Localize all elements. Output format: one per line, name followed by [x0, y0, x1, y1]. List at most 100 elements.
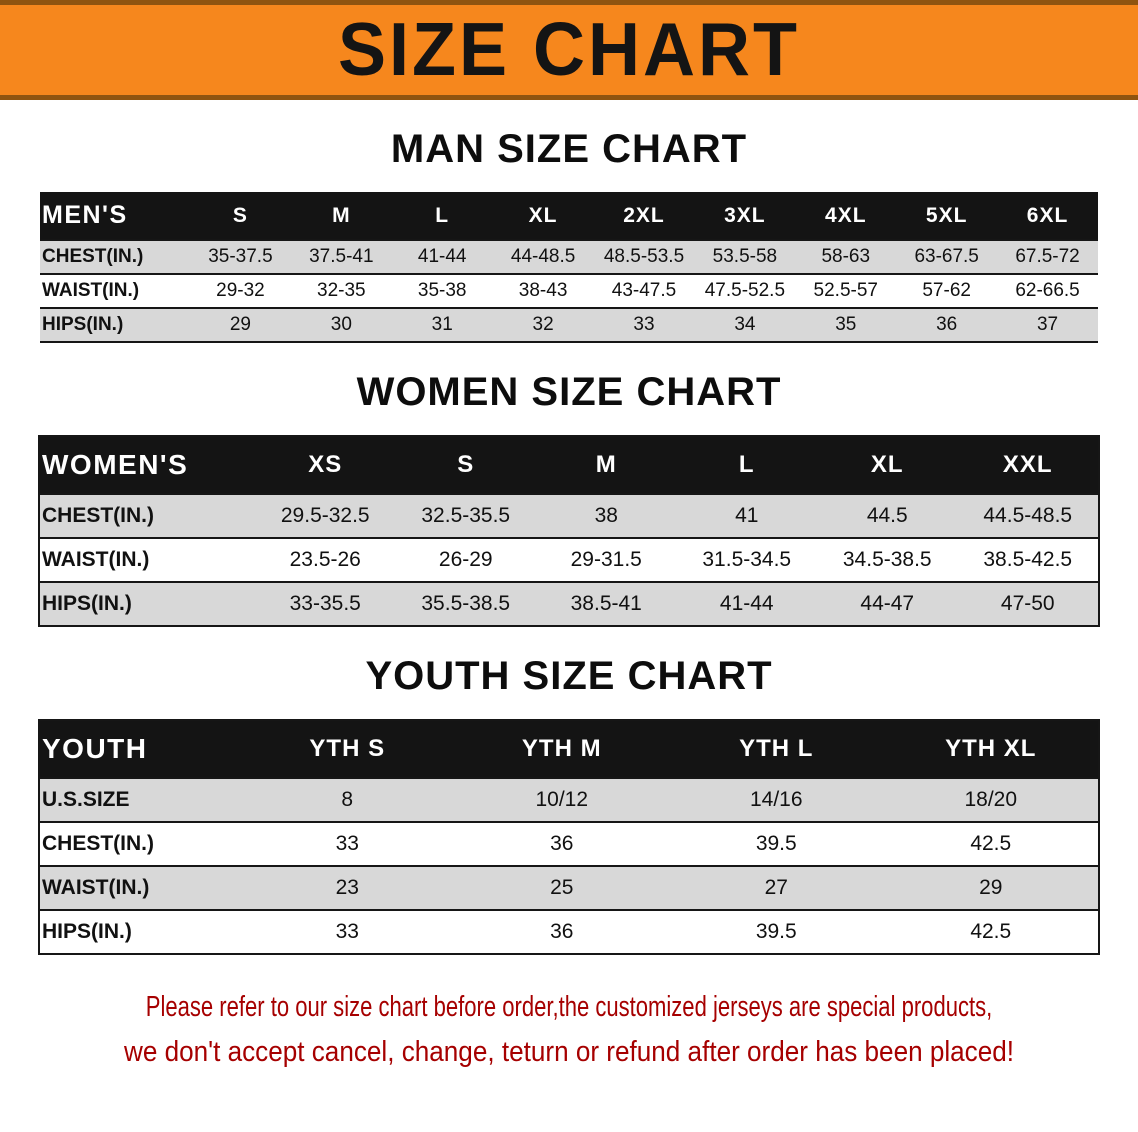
- table-row: U.S.SIZE 8 10/12 14/16 18/20: [40, 777, 1098, 821]
- value-cell: 48.5-53.5: [603, 246, 685, 267]
- youth-section-heading: YOUTH SIZE CHART: [365, 654, 773, 698]
- size-header-cell: S: [232, 203, 248, 227]
- size-header-cell: XL: [528, 203, 558, 227]
- table-row: HIPS(IN.) 29 30 31 32 33 34 35 36 37: [40, 307, 1098, 341]
- value-cell: 44-47: [860, 592, 915, 615]
- row-label-cell: WAIST(IN.): [42, 280, 140, 301]
- youth-size-table: YOUTH YTH S YTH M YTH L YTH XL U.S.SIZE 8 10/12…: [38, 719, 1100, 955]
- table-row: CHEST(IN.) 29.5-32.5 32.5-35.5 38 41 44.5 44.5…: [40, 493, 1098, 537]
- disclaimer-line: Please refer to our size chart before or…: [145, 991, 993, 1023]
- value-cell: 32.5-35.5: [421, 504, 511, 527]
- table-title-cell: WOMEN'S: [42, 449, 189, 480]
- value-cell: 18/20: [964, 788, 1018, 811]
- size-header-cell: L: [435, 203, 450, 227]
- youth-size-section: YOUTH SIZE CHART YOUTH YTH S YTH M YTH L YTH…: [0, 654, 1138, 955]
- value-cell: 23: [335, 876, 359, 899]
- value-cell: 32-35: [317, 280, 366, 301]
- table-row: CHEST(IN.) 33 36 39.5 42.5: [40, 821, 1098, 865]
- value-cell: 29: [979, 876, 1003, 899]
- value-cell: 30: [330, 314, 352, 335]
- value-cell: 53.5-58: [712, 246, 778, 267]
- value-cell: 39.5: [755, 832, 797, 855]
- table-row: WAIST(IN.) 23 25 27 29: [40, 865, 1098, 909]
- table-header-row: YOUTH YTH S YTH M YTH L YTH XL: [40, 721, 1098, 777]
- value-cell: 29-31.5: [570, 548, 642, 571]
- value-cell: 41-44: [417, 246, 467, 267]
- row-label-cell: WAIST(IN.): [42, 548, 150, 571]
- value-cell: 29: [229, 314, 251, 335]
- row-label-cell: HIPS(IN.): [42, 314, 124, 335]
- value-cell: 32: [532, 314, 554, 335]
- value-cell: 47-50: [1000, 592, 1055, 615]
- table-row: HIPS(IN.) 33 36 39.5 42.5: [40, 909, 1098, 953]
- value-cell: 10/12: [535, 788, 589, 811]
- value-cell: 44.5: [866, 504, 908, 527]
- value-cell: 41: [735, 504, 759, 527]
- value-cell: 14/16: [749, 788, 803, 811]
- size-header-cell: YTH L: [739, 735, 814, 762]
- value-cell: 62-66.5: [1015, 280, 1080, 301]
- men-section-heading: MAN SIZE CHART: [390, 127, 748, 171]
- value-cell: 38.5-41: [570, 592, 642, 615]
- row-label-cell: CHEST(IN.): [42, 504, 154, 527]
- value-cell: 38.5-42.5: [983, 548, 1073, 571]
- value-cell: 34.5-38.5: [842, 548, 932, 571]
- table-header-row: WOMEN'S XS S M L XL XXL: [40, 437, 1098, 493]
- value-cell: 38-43: [518, 280, 568, 301]
- women-size-section: WOMEN SIZE CHART WOMEN'S XS S M L XL XXL CHEST(…: [0, 370, 1138, 627]
- value-cell: 39.5: [755, 920, 797, 943]
- value-cell: 27: [764, 876, 788, 899]
- size-header-cell: XL: [870, 451, 904, 478]
- size-header-cell: YTH XL: [945, 735, 1037, 762]
- table-row: CHEST(IN.) 35-37.5 37.5-41 41-44 44-48.5 48.5…: [40, 239, 1098, 273]
- value-cell: 8: [341, 788, 354, 811]
- value-cell: 42.5: [970, 920, 1012, 943]
- value-cell: 44.5-48.5: [983, 504, 1073, 527]
- value-cell: 37.5-41: [309, 246, 374, 267]
- value-cell: 35-38: [417, 280, 467, 301]
- size-header-cell: M: [332, 203, 351, 227]
- value-cell: 67.5-72: [1015, 246, 1080, 267]
- value-cell: 36: [550, 920, 574, 943]
- value-cell: 35.5-38.5: [421, 592, 511, 615]
- value-cell: 57-62: [922, 280, 971, 301]
- size-header-cell: XXL: [1002, 451, 1053, 478]
- women-section-heading: WOMEN SIZE CHART: [356, 370, 782, 414]
- men-size-section: MAN SIZE CHART MEN'S S M L XL 2XL 3XL 4XL 5XL 6XL…: [0, 127, 1138, 343]
- value-cell: 37: [1036, 314, 1059, 335]
- value-cell: 34: [734, 314, 756, 335]
- value-cell: 35: [835, 314, 857, 335]
- value-cell: 58-63: [821, 246, 871, 267]
- value-cell: 35-37.5: [208, 246, 273, 267]
- value-cell: 31.5-34.5: [702, 548, 792, 571]
- value-cell: 33: [335, 920, 359, 943]
- value-cell: 23.5-26: [289, 548, 361, 571]
- value-cell: 25: [550, 876, 574, 899]
- table-title-cell: MEN'S: [42, 201, 128, 229]
- value-cell: 43-47.5: [611, 280, 677, 301]
- value-cell: 52.5-57: [813, 280, 878, 301]
- size-header-cell: YTH M: [521, 735, 602, 762]
- women-size-table: WOMEN'S XS S M L XL XXL CHEST(IN.) 29.5-32.5 32.5…: [38, 435, 1100, 627]
- row-label-cell: HIPS(IN.): [42, 592, 132, 615]
- size-header-cell: YTH S: [309, 735, 386, 762]
- value-cell: 31: [431, 314, 453, 335]
- size-header-cell: S: [457, 451, 475, 478]
- value-cell: 26-29: [438, 548, 493, 571]
- size-header-cell: XS: [308, 451, 343, 478]
- value-cell: 36: [550, 832, 574, 855]
- table-row: WAIST(IN.) 23.5-26 26-29 29-31.5 31.5-34.5 34…: [40, 537, 1098, 581]
- value-cell: 47.5-52.5: [704, 280, 786, 301]
- banner-title: SIZE CHART: [338, 8, 800, 92]
- value-cell: 38: [594, 504, 618, 527]
- size-header-cell: L: [738, 451, 755, 478]
- table-row: HIPS(IN.) 33-35.5 35.5-38.5 38.5-41 41-44 44-…: [40, 581, 1098, 625]
- table-title-cell: YOUTH: [42, 733, 148, 764]
- row-label-cell: CHEST(IN.): [42, 246, 144, 267]
- value-cell: 63-67.5: [914, 246, 979, 267]
- value-cell: 41-44: [719, 592, 774, 615]
- row-label-cell: CHEST(IN.): [42, 832, 154, 855]
- men-size-table: MEN'S S M L XL 2XL 3XL 4XL 5XL 6XL CHEST(IN.) 35-37…: [40, 192, 1098, 343]
- size-header-cell: M: [595, 451, 617, 478]
- size-header-cell: 6XL: [1026, 203, 1069, 227]
